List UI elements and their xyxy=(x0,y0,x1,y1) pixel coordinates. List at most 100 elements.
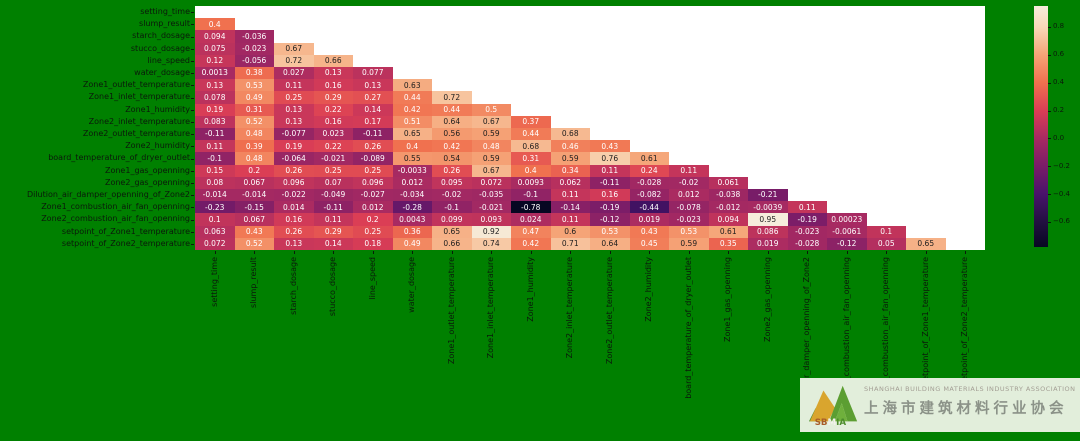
heatmap-cell: 0.26 xyxy=(274,164,314,177)
row-label: Zone2_humidity xyxy=(125,141,190,151)
heatmap-cell: -0.021 xyxy=(471,201,511,214)
heatmap-cell: 0.067 xyxy=(234,176,274,189)
colorbar-tick-mark xyxy=(1048,166,1051,168)
row-label: setting_time xyxy=(140,7,190,16)
row-label: Zone2_combustion_air_fan_openning xyxy=(41,214,190,224)
logo-english-name: SHANGHAI BUILDING MATERIALS INDUSTRY ASS… xyxy=(864,385,1076,393)
emblem-letters: SBMIA xyxy=(815,418,847,428)
colorbar-tick-mark xyxy=(1048,221,1051,223)
heatmap-cell: 0.43 xyxy=(629,225,669,238)
heatmap-cell: 0.26 xyxy=(353,140,393,153)
heatmap-cell: -0.28 xyxy=(392,201,432,214)
heatmap-cell: 0.35 xyxy=(708,237,748,250)
heatmap-cell: 0.25 xyxy=(313,164,353,177)
y-tick-mark xyxy=(191,85,194,87)
x-tick-mark xyxy=(728,251,730,254)
y-tick-mark xyxy=(191,109,194,111)
heatmap-cell: 0.094 xyxy=(195,30,235,43)
heatmap-cell: 0.014 xyxy=(274,201,314,214)
colorbar xyxy=(1034,6,1048,247)
heatmap-cell: 0.52 xyxy=(234,237,274,250)
y-tick-mark xyxy=(191,121,194,123)
row-label: line_speed xyxy=(147,55,190,65)
heatmap-cell: 0.15 xyxy=(195,164,235,177)
x-tick-mark xyxy=(214,251,216,254)
heatmap-cell: 0.66 xyxy=(313,54,353,67)
logo-chinese-name: 上海市建筑材料行业协会 xyxy=(864,401,1068,417)
heatmap-cell: 0.11 xyxy=(274,79,314,92)
x-tick-mark xyxy=(807,251,809,254)
col-label: Zone2_gas_openning xyxy=(762,257,772,343)
x-tick-mark xyxy=(412,251,414,254)
colorbar-tick-label: 0.8 xyxy=(1053,22,1065,31)
y-tick-mark xyxy=(191,73,194,75)
heatmap-cell: 0.13 xyxy=(195,79,235,92)
heatmap-cell: 0.42 xyxy=(432,140,472,153)
heatmap-cell: 0.76 xyxy=(590,152,630,165)
colorbar-tick-label: 0.2 xyxy=(1053,106,1065,114)
heatmap-cell: 0.24 xyxy=(629,164,669,177)
heatmap-cell: 0.1 xyxy=(866,225,906,238)
heatmap-cell: 0.43 xyxy=(234,225,274,238)
heatmap-cell: 0.18 xyxy=(353,237,393,250)
heatmap-cell: 0.48 xyxy=(471,140,511,153)
heatmap-cell: 0.25 xyxy=(353,225,393,238)
x-tick-mark xyxy=(254,251,256,254)
heatmap-cell: 0.11 xyxy=(590,164,630,177)
y-tick-mark xyxy=(191,60,194,62)
heatmap-cell: 0.086 xyxy=(748,225,788,238)
heatmap-cell: 0.37 xyxy=(511,115,551,128)
heatmap-cell: 0.11 xyxy=(550,213,590,226)
heatmap-cell: 0.19 xyxy=(195,103,235,116)
heatmap-cell: -0.023 xyxy=(787,225,827,238)
heatmap-cell: 0.027 xyxy=(274,67,314,80)
heatmap-cell: 0.094 xyxy=(708,213,748,226)
heatmap-cell: -0.038 xyxy=(708,189,748,202)
y-tick-mark xyxy=(191,158,194,160)
heatmap-cell: 0.13 xyxy=(274,237,314,250)
heatmap-cell: -0.027 xyxy=(353,189,393,202)
heatmap-cell: 0.48 xyxy=(234,128,274,141)
heatmap-cell: 0.17 xyxy=(353,115,393,128)
heatmap-cell: 0.59 xyxy=(550,152,590,165)
y-tick-mark xyxy=(191,219,194,221)
heatmap-cell: 0.13 xyxy=(313,67,353,80)
heatmap-cell: -0.19 xyxy=(590,201,630,214)
x-tick-mark xyxy=(688,251,690,254)
heatmap-cell: 0.019 xyxy=(629,213,669,226)
heatmap-cell: 0.55 xyxy=(392,152,432,165)
heatmap-cell: 0.0093 xyxy=(511,176,551,189)
heatmap-cell: 0.66 xyxy=(432,237,472,250)
heatmap-cell: -0.1 xyxy=(432,201,472,214)
heatmap-cell: 0.43 xyxy=(590,140,630,153)
heatmap-cell: -0.11 xyxy=(353,128,393,141)
y-tick-mark xyxy=(191,182,194,184)
row-label: starch_dosage xyxy=(132,31,190,41)
row-label: stucco_dosage xyxy=(130,43,190,53)
heatmap-cell: 0.22 xyxy=(313,103,353,116)
heatmap-cell: 0.11 xyxy=(195,140,235,153)
heatmap-cell: 0.062 xyxy=(550,176,590,189)
heatmap-cell: 0.29 xyxy=(313,91,353,104)
heatmap-cell: 0.56 xyxy=(432,128,472,141)
heatmap-cell: 0.083 xyxy=(195,115,235,128)
heatmap-cell: 0.59 xyxy=(471,128,511,141)
heatmap-cell: 0.45 xyxy=(629,237,669,250)
row-label: Zone1_combustion_air_fan_openning xyxy=(41,202,190,212)
heatmap-cell: -0.036 xyxy=(234,30,274,43)
heatmap-cell: 0.5 xyxy=(471,103,511,116)
heatmap-cell: 0.16 xyxy=(590,189,630,202)
heatmap-cell: 0.063 xyxy=(195,225,235,238)
heatmap-cell: 0.59 xyxy=(471,152,511,165)
heatmap-cell: 0.13 xyxy=(274,115,314,128)
heatmap-cell: 0.65 xyxy=(392,128,432,141)
col-label: Zone1_humidity xyxy=(525,257,535,322)
mountain-emblem-icon: SBMIA xyxy=(808,385,858,428)
y-tick-mark xyxy=(191,48,194,50)
heatmap-cell: 0.42 xyxy=(511,237,551,250)
x-tick-mark xyxy=(570,251,572,254)
col-label: starch_dosage xyxy=(288,257,298,315)
x-tick-mark xyxy=(925,251,927,254)
heatmap-cell: 0.61 xyxy=(629,152,669,165)
x-tick-mark xyxy=(530,251,532,254)
